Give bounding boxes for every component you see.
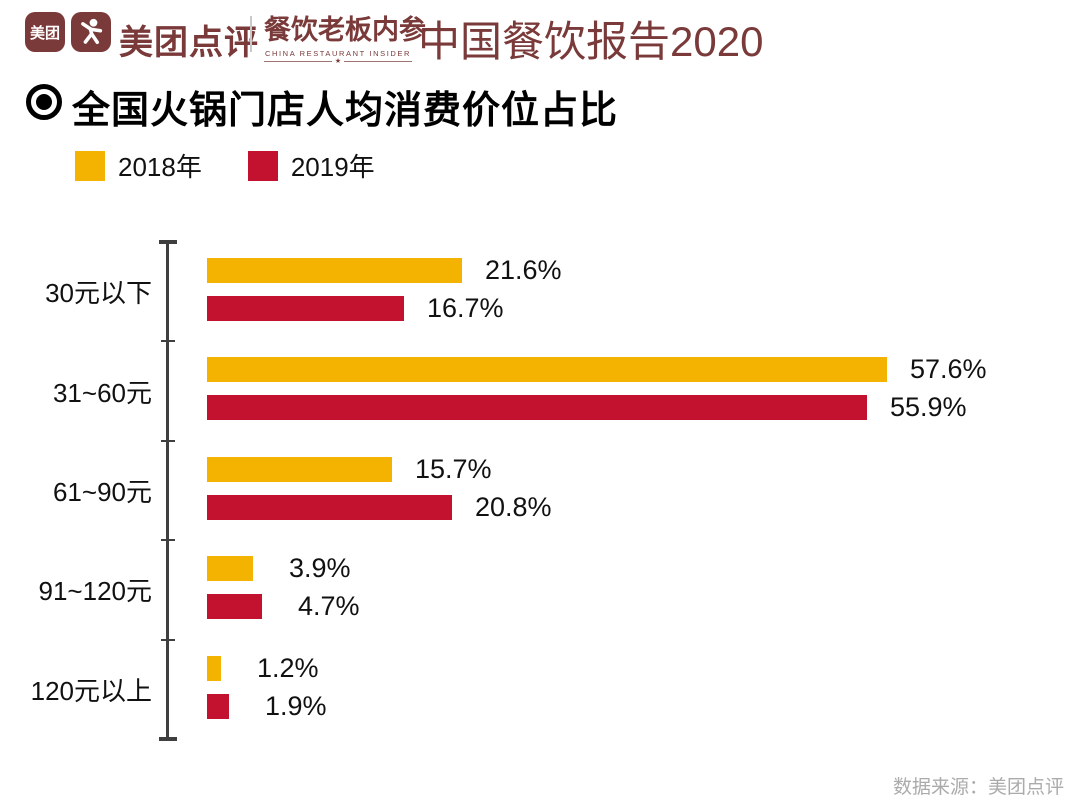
star-icon: ★ — [334, 58, 342, 65]
category-label: 30元以下 — [45, 278, 152, 309]
bar-2018年-61~90元 — [207, 456, 392, 482]
bar-2018年-31~60元 — [207, 357, 887, 383]
insider-logo: 餐饮老板内参 CHINA RESTAURANT INSIDER ★ — [264, 8, 426, 65]
bar-value-label: 20.8% — [475, 491, 552, 522]
chart-title: 全国火锅门店人均消费价位占比 — [72, 90, 619, 132]
y-axis-tick — [158, 737, 177, 741]
y-axis-line — [166, 242, 169, 739]
meituan-logo-text: 美团 — [29, 24, 60, 42]
bar-2018年-91~120元 — [207, 556, 253, 582]
bar-value-label: 21.6% — [485, 255, 562, 285]
insider-title: 餐饮老板内参 — [264, 15, 426, 45]
brand-name: 美团点评 — [119, 24, 259, 62]
data-source: 数据来源：美团点评 — [892, 777, 1064, 798]
category-label: 31~60元 — [52, 377, 152, 408]
y-axis-tick — [160, 638, 175, 641]
dianping-mascot-icon — [71, 12, 111, 52]
category-label: 61~90元 — [52, 476, 152, 507]
bar-2018年-120元以上 — [207, 655, 221, 681]
bar-2019年-120元以上 — [207, 693, 229, 719]
bar-value-label: 1.9% — [265, 690, 327, 721]
y-axis-tick — [160, 439, 175, 442]
legend-swatch-icon — [75, 150, 105, 181]
legend: 2018年 2019年 — [75, 147, 375, 184]
bar-2019年-31~60元 — [207, 395, 867, 421]
header-divider — [250, 16, 252, 52]
insider-rule: ★ — [264, 58, 412, 65]
bar-2019年-91~120元 — [207, 594, 262, 620]
legend-label: 2018年 — [118, 152, 202, 182]
legend-label: 2019年 — [290, 152, 375, 182]
y-axis-tick — [160, 340, 175, 343]
bar-value-label: 4.7% — [298, 591, 360, 622]
bar-value-label: 3.9% — [289, 553, 351, 584]
bar-value-label: 15.7% — [415, 453, 492, 484]
report-title: 中国餐饮报告2020 — [418, 18, 764, 65]
bar-value-label: 57.6% — [910, 354, 987, 385]
bullseye-icon — [26, 84, 62, 120]
category-label: 91~120元 — [38, 576, 152, 607]
y-axis-tick — [158, 240, 177, 244]
legend-swatch-icon — [247, 150, 278, 181]
legend-item: 2018年 — [75, 147, 202, 184]
bar-value-label: 1.2% — [257, 652, 319, 683]
insider-subtitle: CHINA RESTAURANT INSIDER — [264, 49, 412, 58]
bar-2019年-61~90元 — [207, 494, 452, 520]
legend-item: 2019年 — [247, 147, 375, 184]
bar-2018年-30元以下 — [207, 258, 462, 283]
dianping-figure-icon — [81, 18, 103, 44]
category-label: 120元以上 — [30, 675, 152, 706]
y-axis-tick — [160, 539, 175, 542]
meituan-logo: 美团 — [25, 12, 65, 52]
bar-value-label: 16.7% — [427, 293, 504, 323]
bar-value-label: 55.9% — [890, 392, 967, 423]
bar-2019年-30元以下 — [207, 296, 404, 321]
